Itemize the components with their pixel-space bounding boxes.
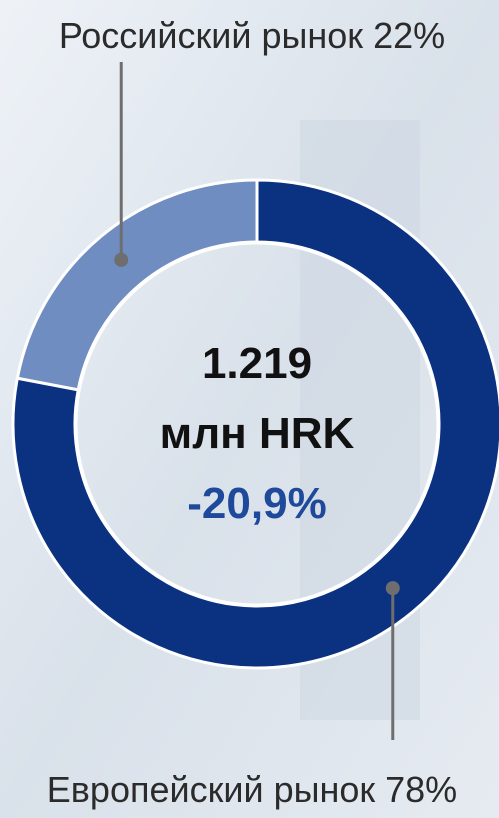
value-label: 22% <box>373 15 445 56</box>
leader-dot <box>114 252 129 267</box>
inner-border <box>74 241 440 607</box>
category-label: Российский рынок <box>59 15 363 56</box>
center-change: -20,9% <box>187 479 326 528</box>
center-value: 1.219 <box>202 339 312 388</box>
donut <box>11 178 499 670</box>
category-label: Европейский рынок <box>47 769 376 810</box>
slice-label: Европейский рынок 78% <box>47 769 457 810</box>
leader-dot <box>385 581 400 596</box>
center-unit: млн HRK <box>160 409 355 458</box>
slice-label: Российский рынок 22% <box>59 15 445 56</box>
value-label: 78% <box>385 769 457 810</box>
